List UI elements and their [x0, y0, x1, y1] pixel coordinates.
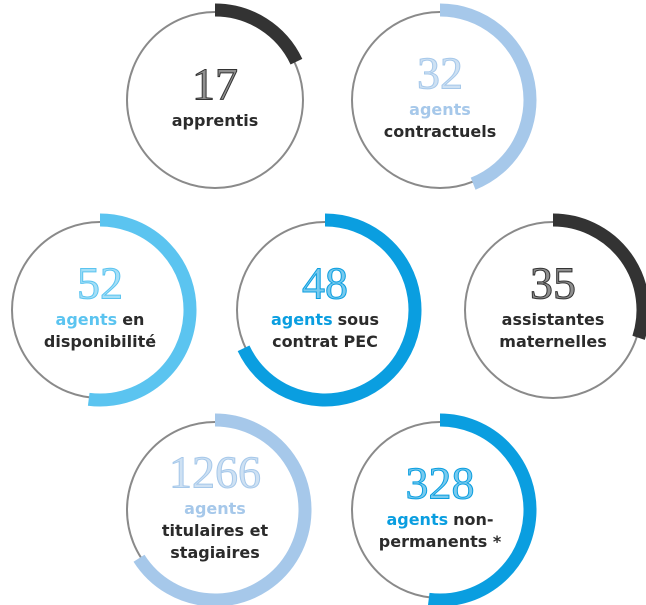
kpi-label: agents en: [56, 310, 145, 329]
kpi-number: 17: [192, 59, 238, 110]
kpi-number: 35: [530, 258, 576, 309]
label-accent: agents: [184, 499, 246, 518]
kpi-label: apprentis: [172, 111, 259, 130]
label-text: maternelles: [499, 332, 606, 351]
label-text: titulaires et: [162, 521, 269, 540]
label-text: non-: [453, 510, 493, 529]
label-text: permanents *: [379, 532, 502, 551]
progress-arc: [237, 213, 422, 407]
progress-arc: [552, 213, 646, 340]
label-text: disponibilité: [44, 332, 156, 351]
label-text: apprentis: [172, 111, 259, 130]
label-accent: agents: [56, 310, 118, 329]
label-text: contractuels: [384, 122, 497, 141]
label-text: contrat PEC: [272, 332, 378, 351]
label-accent: agents: [386, 510, 448, 529]
progress-arc: [133, 413, 312, 605]
label-text: sous: [338, 310, 379, 329]
label-text: en: [122, 310, 144, 329]
kpi-label: stagiaires: [170, 543, 259, 562]
kpi-label: maternelles: [499, 332, 606, 351]
progress-arc: [214, 3, 303, 65]
label-text: stagiaires: [170, 543, 259, 562]
progress-arc: [87, 213, 197, 407]
label-accent: agents: [271, 310, 333, 329]
kpi-number: 328: [406, 458, 475, 509]
progress-arc: [439, 3, 537, 190]
kpi-number: 1266: [169, 447, 261, 498]
kpi-label: agents non-: [386, 510, 493, 529]
kpi-number: 32: [417, 48, 463, 99]
label-text: assistantes: [502, 310, 605, 329]
kpi-label: assistantes: [502, 310, 605, 329]
kpi-label: agents sous: [271, 310, 379, 329]
kpi-number: 52: [77, 258, 123, 309]
kpi-label: disponibilité: [44, 332, 156, 351]
kpi-number: 48: [302, 258, 348, 309]
label-accent: agents: [409, 100, 471, 119]
kpi-label: titulaires et: [162, 521, 269, 540]
kpi-label: contractuels: [384, 122, 497, 141]
progress-arc: [428, 413, 537, 605]
kpi-label: agents: [409, 100, 471, 119]
kpi-label: contrat PEC: [272, 332, 378, 351]
kpi-label: permanents *: [379, 532, 502, 551]
kpi-label: agents: [184, 499, 246, 518]
